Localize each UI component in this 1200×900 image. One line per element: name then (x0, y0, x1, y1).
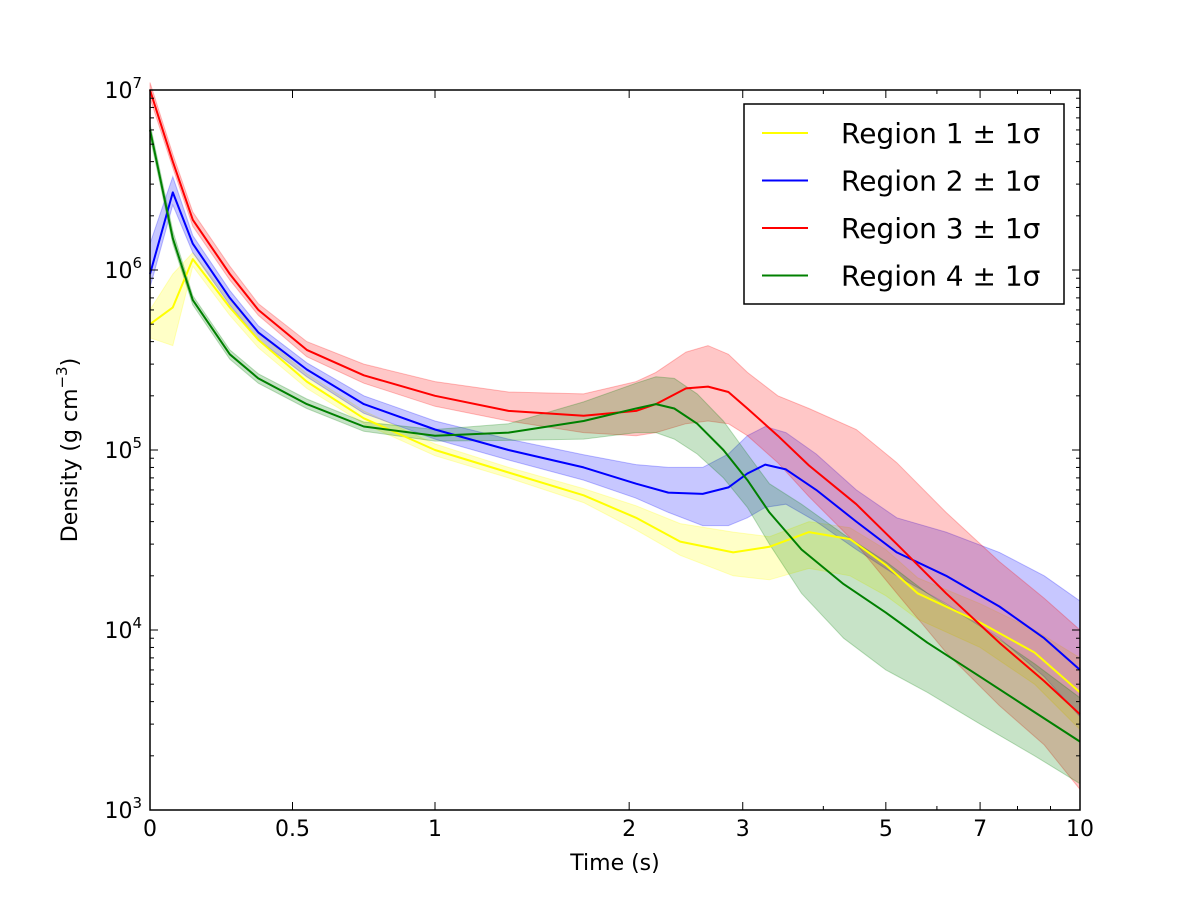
y-tick-exponent: 6 (132, 254, 142, 272)
y-tick-label: 104 (104, 614, 142, 644)
x-axis-label: Time (s) (569, 851, 659, 876)
x-tick-label: 5 (879, 817, 893, 842)
y-tick-label: 105 (104, 434, 142, 464)
y-tick-base: 10 (104, 619, 132, 644)
y-tick-base: 10 (104, 259, 132, 284)
y-tick-base: 10 (104, 799, 132, 824)
y-tick-base: 10 (104, 79, 132, 104)
legend-label-region-2: Region 2 ± 1σ (841, 165, 1040, 198)
x-tick-label: 10 (1066, 817, 1094, 842)
y-tick-exponent: 3 (132, 794, 142, 812)
line-region-4 (149, 129, 1081, 743)
series-lines (149, 89, 1081, 743)
x-tick-label: 3 (736, 817, 750, 842)
line-region-1 (149, 258, 1081, 694)
y-axis-label-main: Density (g cm (58, 389, 83, 543)
line-region-3 (149, 89, 1081, 716)
x-tick-label: 0 (143, 817, 157, 842)
legend-frame (743, 103, 1065, 305)
x-tick-label: 7 (973, 817, 987, 842)
y-tick-base: 10 (104, 439, 132, 464)
y-tick-label: 106 (104, 254, 142, 284)
x-tick-label: 1 (428, 817, 442, 842)
x-tick-label: 0.5 (275, 817, 310, 842)
y-tick-exponent: 7 (132, 74, 142, 92)
legend-label-region-3: Region 3 ± 1σ (841, 212, 1040, 245)
line-region-2 (149, 191, 1081, 671)
y-axis-label-close: ) (58, 358, 83, 367)
y-axis-label-exponent: −3 (53, 366, 71, 388)
legend: Region 1 ± 1σ Region 2 ± 1σ Region 3 ± 1σ R… (743, 103, 1065, 305)
y-tick-exponent: 5 (132, 434, 142, 452)
y-tick-label: 107 (104, 74, 142, 104)
plot-frame (149, 89, 1081, 811)
y-axis-label: Density (g cm−3) (53, 358, 83, 542)
x-tick-labels: 0 0.5 1 2 3 5 7 10 (143, 817, 1094, 842)
y-tick-label: 103 (104, 794, 142, 824)
y-tick-exponent: 4 (132, 614, 142, 632)
legend-label-region-1: Region 1 ± 1σ (841, 117, 1040, 150)
x-tick-label: 2 (622, 817, 636, 842)
legend-label-region-4: Region 4 ± 1σ (841, 260, 1040, 293)
